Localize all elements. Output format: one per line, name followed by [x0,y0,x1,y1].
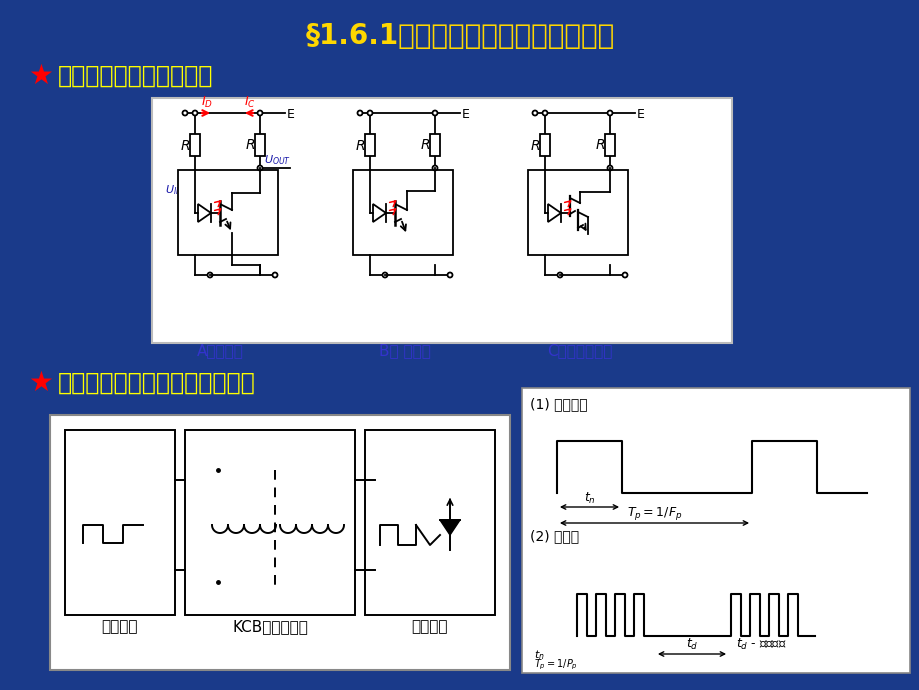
Text: B） 高速型: B） 高速型 [379,343,430,358]
Text: $R_1$: $R_1$ [244,138,262,154]
Bar [521,388,909,673]
Bar [190,134,199,156]
Text: (1) 单脉冲：: (1) 单脉冲： [529,397,587,411]
Text: $I_C$: $I_C$ [244,95,255,110]
Text: $I_D$: $I_D$ [200,95,213,110]
Polygon shape [372,204,386,222]
Text: $t_n$: $t_n$ [583,491,595,506]
Circle shape [447,273,452,277]
Circle shape [208,273,212,277]
Text: $t_n$: $t_n$ [533,648,544,662]
Circle shape [432,110,437,115]
Circle shape [432,166,437,170]
Circle shape [357,110,362,115]
Text: 光隔离一般采用光耦合器: 光隔离一般采用光耦合器 [58,64,213,88]
Circle shape [182,110,187,115]
Circle shape [622,273,627,277]
Text: 控制单元: 控制单元 [102,619,138,634]
Polygon shape [548,204,561,222]
Bar [365,430,494,615]
Text: (2) 脉冲串: (2) 脉冲串 [529,529,578,543]
Circle shape [607,166,612,170]
Polygon shape [198,204,210,222]
Text: 磁隔离的元件通常是脉冲变压器: 磁隔离的元件通常是脉冲变压器 [58,371,255,395]
Text: A）普通型: A）普通型 [197,343,244,358]
Text: R: R [181,139,190,153]
Circle shape [257,166,262,170]
Circle shape [532,110,537,115]
Text: $T_p=1/P_p$: $T_p=1/P_p$ [533,658,577,672]
Bar [65,430,175,615]
Text: R: R [530,139,540,153]
Text: ★: ★ [28,62,52,90]
Circle shape [192,110,198,115]
Bar [177,170,278,255]
Polygon shape [439,520,460,535]
Circle shape [607,110,612,115]
Bar [50,415,509,670]
Bar [255,134,265,156]
Circle shape [542,110,547,115]
Text: E: E [636,108,644,121]
Text: E: E [461,108,470,121]
Text: $U_{OUT}$: $U_{OUT}$ [264,153,291,167]
Text: $t_d$ - 等效脉宽: $t_d$ - 等效脉宽 [735,637,786,652]
Circle shape [382,273,387,277]
Bar [528,170,628,255]
Text: §1.6.1　电力电子器件驱动电路概述: §1.6.1 电力电子器件驱动电路概述 [305,22,614,50]
Text: R: R [356,139,365,153]
Text: $U_{IN}$: $U_{IN}$ [165,183,183,197]
Bar [365,134,375,156]
Circle shape [272,273,278,277]
Text: 可控确元: 可控确元 [412,619,448,634]
Circle shape [367,110,372,115]
Bar [152,98,732,343]
Text: $t_d$: $t_d$ [685,637,698,652]
Bar [539,134,550,156]
Circle shape [257,110,262,115]
Text: ★: ★ [28,369,52,397]
Text: E: E [287,108,295,121]
Text: KCB触发变压器: KCB触发变压器 [232,619,308,634]
Text: $R_1$: $R_1$ [595,138,611,154]
Bar [353,170,452,255]
Bar [429,134,439,156]
Text: $R_1$: $R_1$ [420,138,437,154]
Bar [185,430,355,615]
Circle shape [557,273,562,277]
Text: C）高传输比型: C）高传输比型 [547,343,612,358]
Bar [605,134,614,156]
Text: $T_p = 1/F_p$: $T_p = 1/F_p$ [626,505,682,522]
